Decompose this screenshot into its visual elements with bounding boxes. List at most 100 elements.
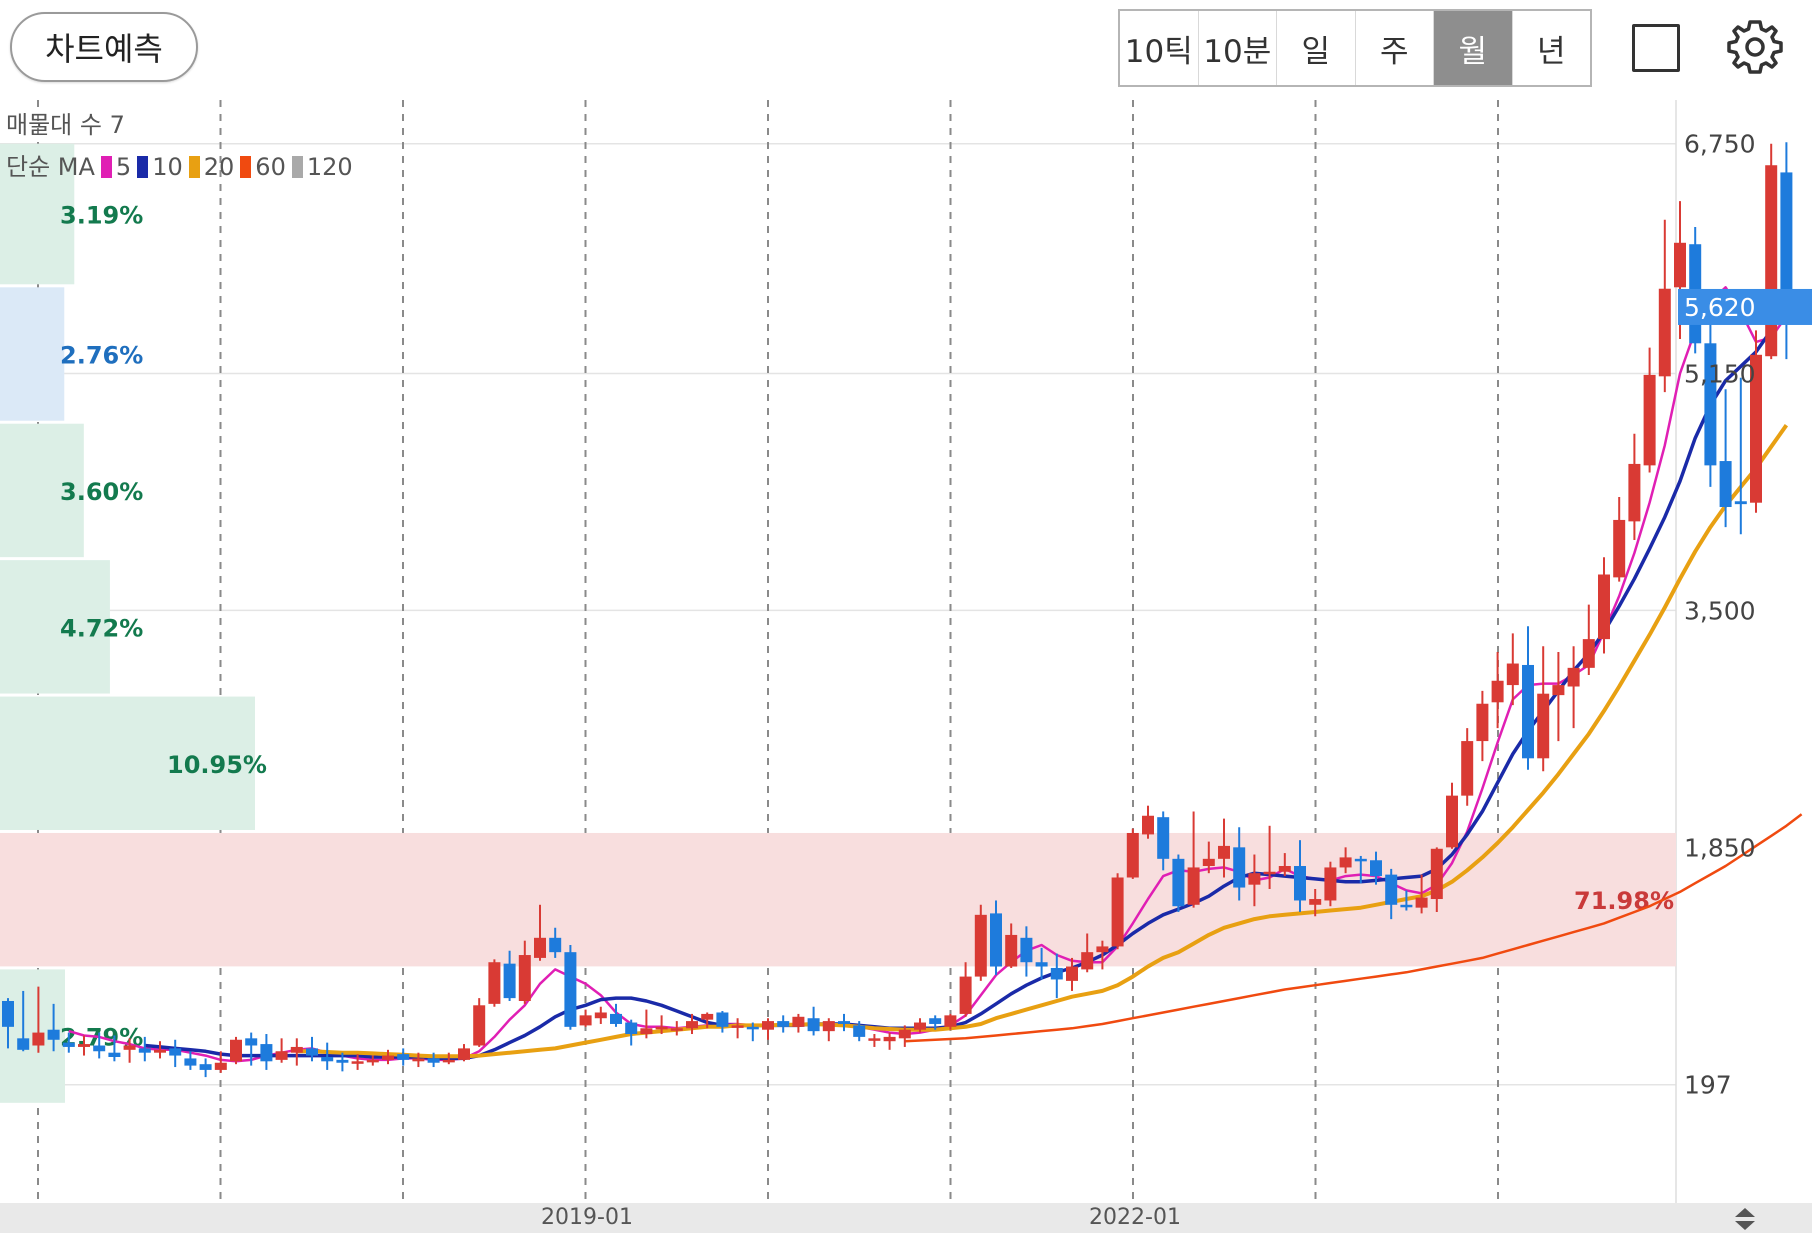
volume-profile-bar (0, 423, 84, 558)
candle-body (1187, 867, 1200, 905)
candle-body (792, 1016, 805, 1027)
current-price-label: 5,620 (1684, 293, 1756, 322)
candle-body (1142, 815, 1154, 835)
candle-body (1780, 172, 1793, 306)
candle-body (93, 1045, 106, 1052)
candle-body (1461, 741, 1474, 796)
candle-body (807, 1018, 820, 1032)
candle-body (32, 1032, 45, 1046)
x-tick-label: 2022-01 (1089, 1205, 1181, 1230)
candle-body (1430, 848, 1443, 900)
candle-body (1020, 937, 1033, 963)
period-day-button[interactable]: 일 (1277, 11, 1356, 85)
y-tick-label: 6,750 (1684, 130, 1756, 159)
candle-body (260, 1044, 273, 1062)
ma60-label: 60 (255, 153, 286, 181)
candle-body (777, 1021, 790, 1027)
candle-body (701, 1013, 714, 1020)
candle-body (534, 937, 546, 958)
candle-body (1643, 374, 1656, 466)
gear-icon[interactable] (1726, 18, 1784, 76)
ma20-label: 20 (203, 153, 235, 181)
candle-body (1233, 847, 1246, 888)
period-10tick-button[interactable]: 10틱 (1120, 11, 1199, 85)
period-10min-button[interactable]: 10분 (1199, 11, 1277, 85)
candle-body (290, 1046, 303, 1053)
candle-body (412, 1058, 425, 1062)
candle-body (1506, 663, 1519, 686)
candle-body (458, 1048, 470, 1060)
candle-body (321, 1056, 334, 1062)
candle-body (427, 1058, 440, 1063)
candle-body (169, 1048, 182, 1056)
candle-body (1278, 866, 1291, 872)
candle-body (974, 914, 987, 977)
candle-body (1537, 693, 1550, 759)
candle-body (853, 1025, 866, 1037)
candle-body (1704, 343, 1717, 466)
candle-body (746, 1026, 759, 1030)
candle-body (138, 1048, 151, 1053)
candle-body (336, 1059, 349, 1063)
resize-handle-icon[interactable] (1730, 1206, 1760, 1232)
candle-body (1081, 952, 1094, 970)
candle-body (579, 1015, 592, 1026)
candle-body (275, 1051, 288, 1060)
candle-body (914, 1022, 926, 1030)
candle-body (1202, 858, 1215, 867)
volume-profile-label: 4.72% (60, 614, 143, 642)
ma20-swatch (188, 156, 200, 178)
candle-body (1750, 354, 1762, 503)
candle-body (230, 1039, 242, 1062)
period-year-button[interactable]: 년 (1536, 33, 1566, 70)
candle-body (47, 1029, 60, 1040)
candle-body (1446, 795, 1458, 848)
y-tick-label: 1,850 (1684, 833, 1756, 862)
volume-profile-bar (0, 696, 255, 830)
candle-body (1370, 860, 1382, 877)
ma20-line (296, 424, 1789, 1059)
candle-body (868, 1038, 881, 1041)
candle-body (670, 1028, 683, 1031)
candle-body (1628, 463, 1641, 522)
volume-profile-label: 10.95% (167, 751, 267, 779)
candle-body (351, 1061, 364, 1064)
candle-body (1582, 639, 1595, 668)
candle-body (2, 1000, 14, 1027)
volume-profile-bar (0, 287, 65, 421)
y-tick-label: 3,500 (1684, 596, 1756, 625)
ma60-swatch (240, 156, 252, 178)
candle-body (199, 1064, 212, 1070)
period-month-button[interactable]: 월 (1434, 11, 1513, 85)
ma60-line (904, 813, 1803, 1043)
ma-legend: 단순 MA 5 10 20 60 120 (6, 146, 353, 188)
candle-body (1309, 899, 1322, 905)
candle-body (1734, 501, 1747, 505)
candle-body (62, 1042, 75, 1047)
fullscreen-icon[interactable] (1632, 24, 1680, 72)
candlestick-chart[interactable]: 3.19%2.76%3.60%4.72%10.95%71.98%2.79%6,7… (0, 100, 1812, 1203)
chart-predict-button[interactable]: 차트예측 (10, 12, 198, 82)
candle-body (1005, 934, 1018, 967)
candle-body (123, 1045, 136, 1050)
period-selector: 10틱 10분 일 주 월 년 (1118, 9, 1592, 87)
candle-body (716, 1012, 729, 1027)
candle-body (1385, 874, 1398, 905)
candle-body (1354, 858, 1367, 862)
chart-area[interactable]: 3.19% 2.76% 3.60% 4.72% 10.95% 71.98% 2.79% 6,7… (0, 100, 1812, 1203)
candle-body (898, 1029, 911, 1039)
candle-body (78, 1044, 90, 1047)
candle-body (1111, 877, 1124, 947)
volume-profile-label: 3.19% (60, 202, 143, 230)
period-week-button[interactable]: 주 (1356, 11, 1434, 85)
top-toolbar: 차트예측 10틱 10분 일 주 월 년 (0, 0, 1812, 100)
candle-body (245, 1038, 258, 1046)
candle-body (822, 1021, 835, 1032)
candle-body (1035, 962, 1048, 967)
y-tick-label: 5,150 (1684, 359, 1756, 388)
candle-body (944, 1015, 957, 1027)
ma10-label: 10 (152, 153, 183, 181)
ma-label: 단순 MA (6, 153, 95, 181)
candle-body (1552, 685, 1565, 696)
candle-body (154, 1049, 166, 1053)
